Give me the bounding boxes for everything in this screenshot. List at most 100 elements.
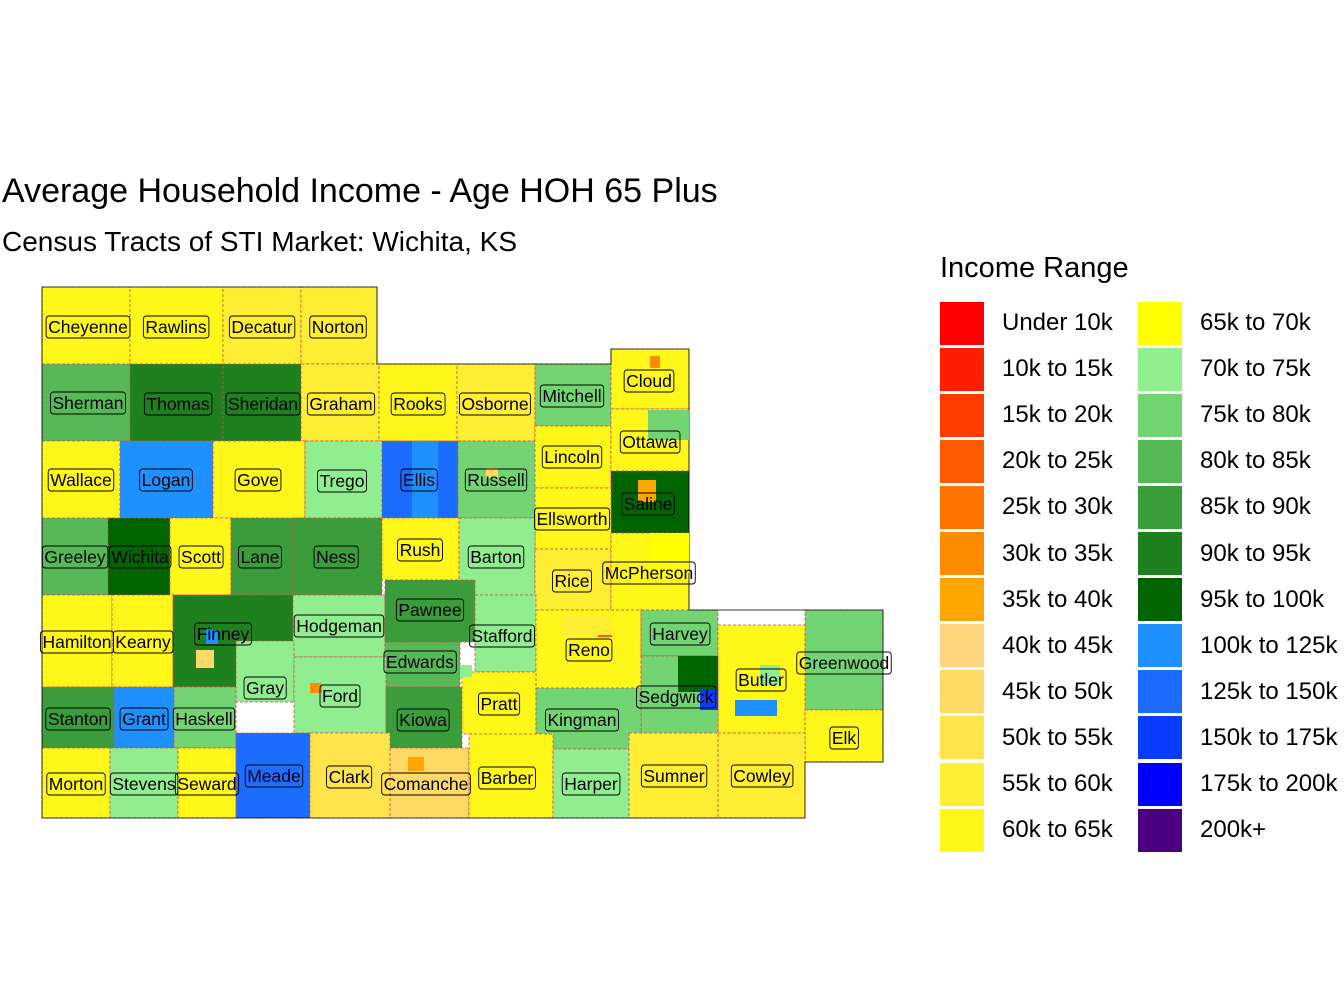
legend-swatch (1138, 393, 1182, 437)
map-subtitle: Census Tracts of STI Market: Wichita, KS (2, 226, 518, 257)
legend-label: 40k to 45k (1002, 631, 1113, 659)
county-barber (468, 733, 554, 819)
legend-swatch (940, 624, 984, 668)
tract-patch (650, 356, 660, 368)
county-label-box (139, 468, 193, 492)
county-haskell (173, 686, 237, 749)
legend-item: 65k to 70k (1138, 301, 1311, 345)
tract-patch (760, 665, 780, 685)
county-label-box (234, 468, 282, 492)
county-label: Kingman (547, 710, 616, 730)
county-label: Clark (329, 767, 370, 787)
county-wichita (107, 517, 171, 596)
county-cowley (717, 732, 806, 819)
legend-swatch (940, 532, 984, 575)
county-label: Greenwood (799, 653, 889, 673)
county-sheridan (222, 363, 302, 442)
county-label-box (383, 650, 457, 674)
county-label-box (45, 315, 131, 339)
county-label: Barton (470, 547, 522, 567)
county-label: Reno (568, 640, 610, 660)
county-label: Meade (247, 766, 301, 786)
county-label: Osborne (461, 394, 528, 414)
county-rooks (378, 363, 458, 442)
county-label-box (619, 430, 681, 454)
tract-patch (486, 468, 498, 478)
county-label: Seward (177, 774, 236, 794)
county-label: Stevens (112, 774, 175, 794)
county-label-box (534, 507, 610, 531)
county-edwards (384, 641, 461, 688)
county-label-box (565, 638, 613, 662)
county-label-box (174, 772, 240, 796)
county-label: Thomas (146, 394, 209, 414)
county-label: Russell (467, 470, 524, 490)
county-label: Comanche (384, 774, 469, 794)
county-label-box (396, 708, 450, 732)
legend-label: 20k to 25k (1002, 447, 1113, 475)
legend-item: 75k to 80k (1138, 393, 1311, 437)
legend-item: 35k to 40k (940, 578, 1113, 622)
legend-item: 125k to 150k (1138, 670, 1337, 714)
county-meade (235, 732, 311, 819)
county-label-box (552, 569, 592, 593)
legend-label: 175k to 200k (1200, 770, 1338, 797)
legend-item: 150k to 175k (1138, 716, 1337, 760)
legend-item: 200k+ (1138, 808, 1266, 852)
county-label: Cowley (733, 766, 791, 786)
tract-patch (562, 615, 612, 635)
county-label-box (194, 622, 252, 646)
legend-label: 10k to 15k (1002, 355, 1113, 383)
legend-item: 100k to 125k (1138, 624, 1337, 668)
tract-patch (310, 683, 322, 693)
county-label: Butler (738, 670, 784, 690)
county-label: Graham (309, 394, 372, 414)
legend-swatch (940, 670, 984, 714)
legend-label: 60k to 65k (1002, 816, 1113, 844)
county-label-box (541, 445, 603, 469)
legend-item: 20k to 25k (940, 439, 1113, 483)
county-label: Elk (832, 728, 857, 748)
county-label: Rice (554, 571, 589, 591)
county-lane (230, 517, 294, 596)
county-lincoln (534, 425, 612, 489)
county-label-box (243, 676, 287, 700)
county-label-box (458, 392, 532, 416)
county-label-box (47, 468, 115, 492)
county-label: Ness (316, 547, 356, 567)
county-label-box (478, 766, 536, 790)
legend-label: 150k to 175k (1200, 723, 1338, 751)
county-label-box (478, 692, 521, 716)
legend-label: 200k+ (1200, 816, 1267, 844)
tract-patch (648, 410, 689, 440)
legend-item: 95k to 100k (1138, 578, 1324, 622)
legend-item: 10k to 15k (940, 347, 1113, 391)
legend-item: 25k to 30k (940, 485, 1113, 529)
tract-patch (650, 533, 689, 573)
market-boundary (41, 286, 884, 819)
county-gray (235, 640, 295, 703)
county-label: Harvey (652, 624, 708, 644)
map-title: Average Household Income - Age HOH 65 Pl… (2, 172, 718, 210)
county-cheyenne (41, 286, 131, 365)
legend-label: 100k to 125k (1200, 631, 1338, 659)
legend-item: 90k to 95k (1138, 532, 1311, 576)
county-label-box (178, 545, 224, 569)
county-label-box (390, 392, 446, 416)
county-label-box (309, 315, 367, 339)
county-label: Norton (312, 317, 365, 337)
county-label: McPherson (605, 563, 694, 583)
county-label-box (381, 772, 471, 796)
legend-label: 65k to 70k (1200, 309, 1311, 336)
county-map: Cheyenne Rawlins Decatur Norton Sherman Thoma… (40, 286, 892, 819)
county-label: Stafford (472, 626, 533, 646)
county-label: Kearny (115, 632, 171, 652)
county-label: Ottawa (622, 432, 678, 452)
county-label: Sheridan (228, 394, 298, 414)
county-label: Gray (246, 678, 284, 698)
county-kearny (111, 594, 174, 688)
legend-item: 60k to 65k (940, 808, 1113, 852)
legend-label: 90k to 95k (1200, 539, 1311, 567)
legend-swatch (940, 301, 984, 345)
county-label-box (539, 384, 605, 408)
